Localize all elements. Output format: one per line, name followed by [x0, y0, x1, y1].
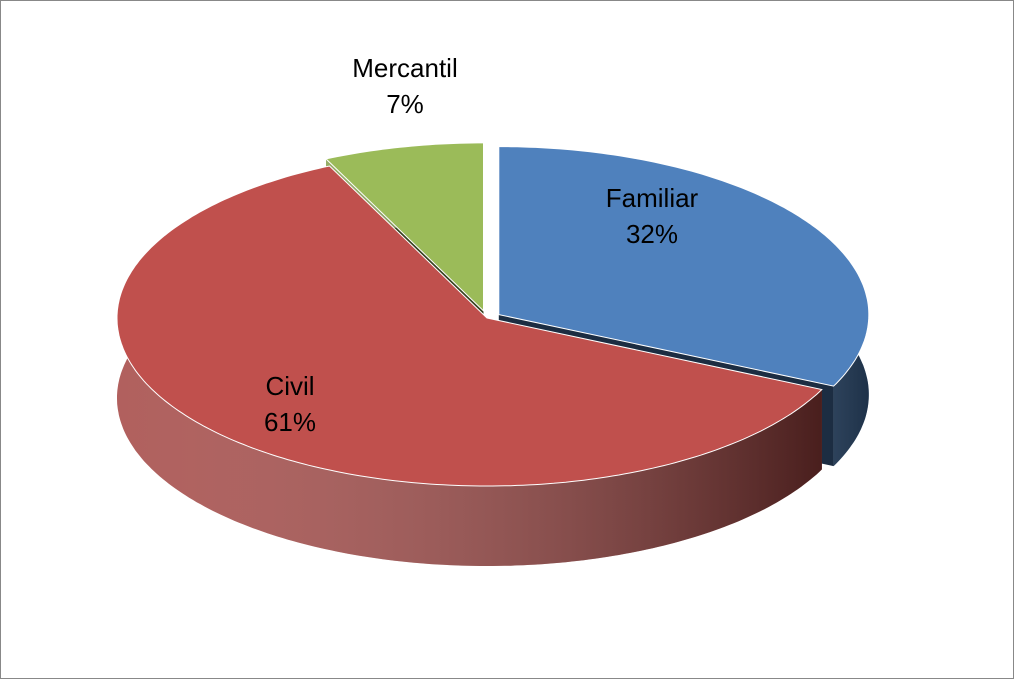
slice-value-label: 61% [264, 407, 316, 437]
slice-label: Familiar [606, 183, 699, 213]
slice-label: Civil [265, 371, 314, 401]
slice-outer-wall-shade [117, 166, 822, 566]
slice [324, 142, 484, 313]
slice [116, 165, 823, 487]
pie [116, 142, 870, 566]
slice [498, 146, 870, 387]
slice-value-label: 7% [386, 89, 424, 119]
slice-value-label: 32% [626, 219, 678, 249]
slice-label: Mercantil [352, 53, 457, 83]
labels: Familiar 32% Civil 61% Mercantil 7% [264, 53, 699, 437]
